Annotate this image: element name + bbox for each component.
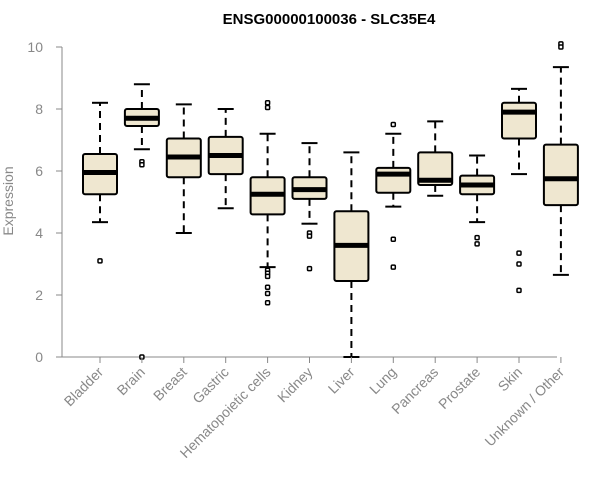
outlier-point <box>264 290 271 297</box>
box-pancreas <box>417 120 454 197</box>
iqr-box <box>501 101 537 140</box>
x-tick-label: Liver <box>325 364 358 397</box>
x-tick-label: Skin <box>495 364 526 395</box>
box-unknown-other <box>542 41 579 276</box>
x-tick-label: Pancreas <box>388 364 441 417</box>
box-lung <box>375 121 412 270</box>
x-tick-label: Prostate <box>435 364 483 412</box>
y-tick-label: 8 <box>35 101 43 117</box>
outlier-point <box>474 234 480 241</box>
outlier-point <box>516 250 522 256</box>
box-bladder <box>82 101 118 264</box>
iqr-box <box>417 151 454 186</box>
x-tick-label: Bladder <box>61 364 107 410</box>
x-tick-label: Unknown / Other <box>481 364 567 450</box>
box-breast <box>165 103 202 234</box>
x-tick-label: Breast <box>150 364 190 404</box>
iqr-box <box>542 143 579 207</box>
y-tick-label: 6 <box>35 163 43 179</box>
chart-title: ENSG00000100036 - SLC35E4 <box>223 11 436 28</box>
y-ticks: 0 2 4 6 8 10 <box>27 39 62 365</box>
outlier-point <box>264 104 271 111</box>
box-skin <box>501 87 537 294</box>
outlier-point <box>97 258 103 264</box>
y-tick-label: 4 <box>35 225 43 241</box>
x-tick-label: Kidney <box>274 364 316 406</box>
outlier-point <box>264 100 271 106</box>
y-tick-label: 0 <box>35 349 43 365</box>
y-tick-label: 10 <box>27 39 43 55</box>
outlier-point <box>516 287 522 294</box>
box-hematopoietic-cells <box>249 100 286 306</box>
outlier-point <box>390 264 397 270</box>
x-tick-label: Lung <box>366 364 399 397</box>
outlier-point <box>306 265 313 272</box>
y-tick-label: 2 <box>35 287 43 303</box>
box-prostate <box>459 154 496 247</box>
outlier-point <box>558 44 564 50</box>
outlier-point <box>264 273 271 280</box>
box-brain <box>123 83 160 360</box>
box-gastric <box>207 108 244 210</box>
outlier-point <box>390 121 397 128</box>
y-axis-label: Expression <box>0 166 16 235</box>
box-liver <box>333 151 370 358</box>
outlier-point <box>306 233 313 239</box>
x-tick-label: Brain <box>114 364 148 398</box>
outlier-point <box>264 300 271 306</box>
box-kidney <box>291 142 328 272</box>
box-series <box>82 41 579 360</box>
outlier-point <box>390 236 397 242</box>
outlier-point <box>139 162 145 168</box>
outlier-point <box>264 284 271 290</box>
outlier-point <box>516 261 522 267</box>
outlier-point <box>474 241 480 247</box>
